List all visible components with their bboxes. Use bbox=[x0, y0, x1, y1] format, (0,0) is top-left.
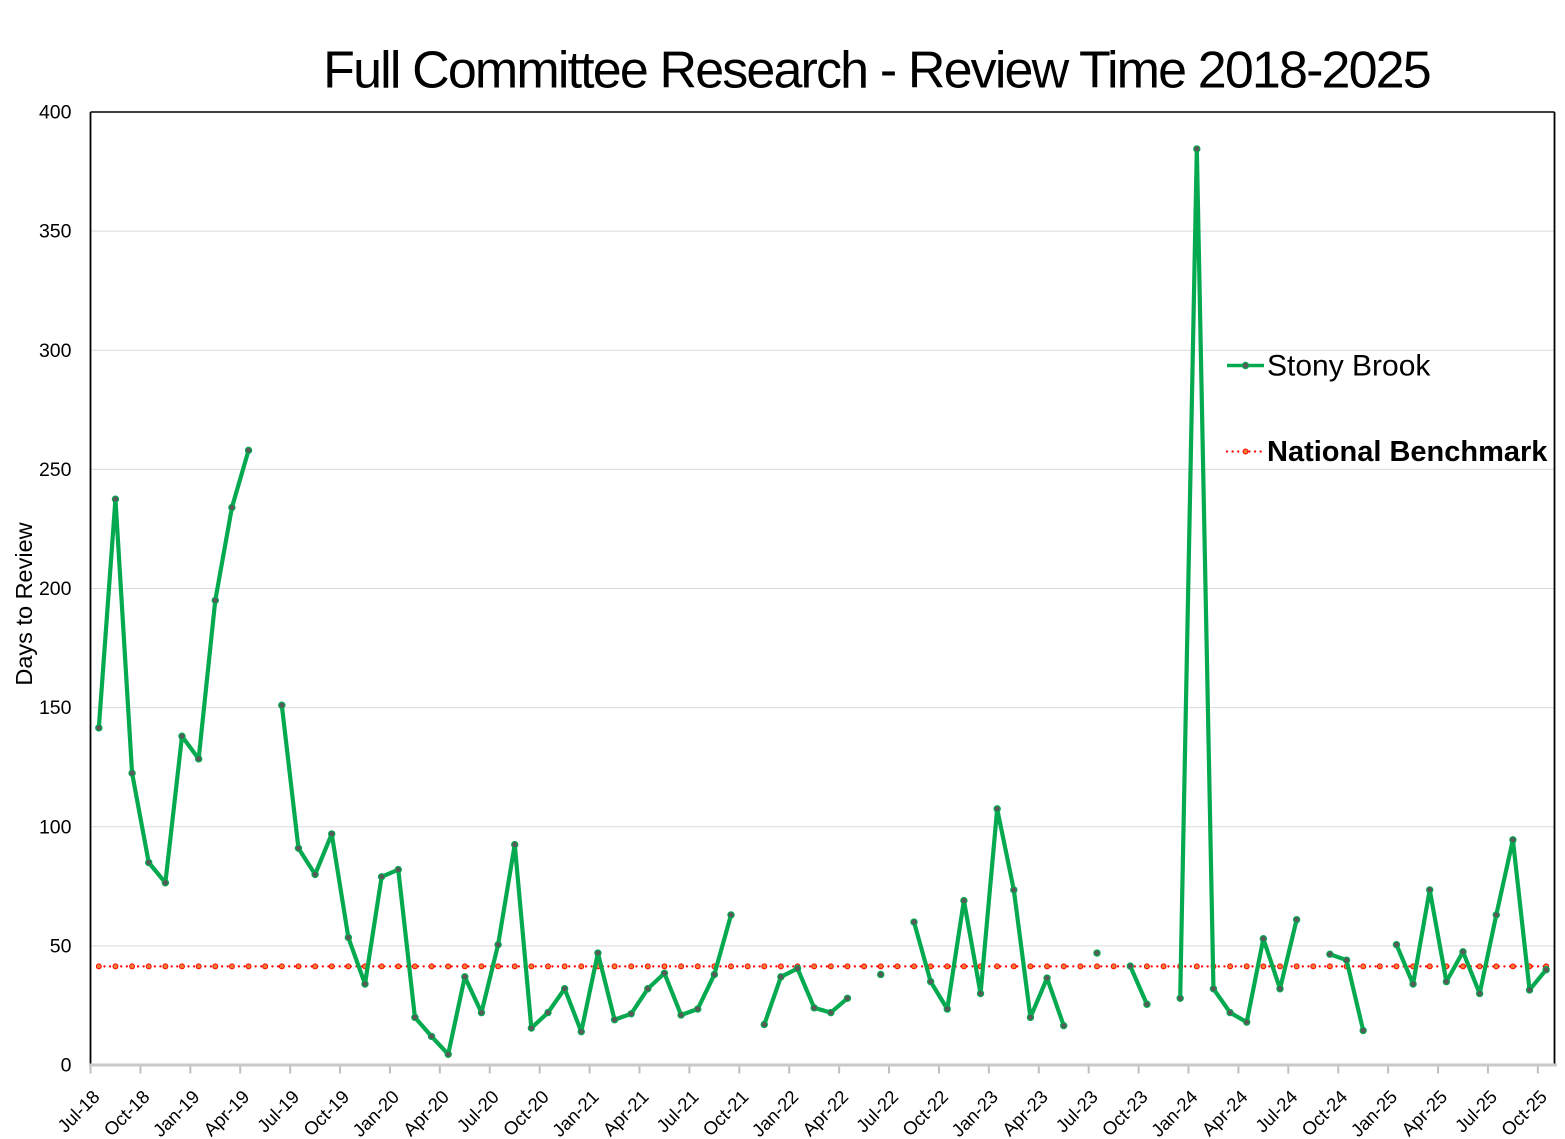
svg-text:300: 300 bbox=[39, 340, 72, 362]
svg-text:Full Committee Research - Revi: Full Committee Research - Review Time 20… bbox=[323, 42, 1430, 100]
svg-text:200: 200 bbox=[39, 578, 72, 600]
svg-text:50: 50 bbox=[50, 935, 72, 957]
svg-text:Stony Brook: Stony Brook bbox=[1267, 350, 1431, 383]
svg-text:400: 400 bbox=[39, 102, 72, 124]
svg-text:100: 100 bbox=[39, 816, 72, 838]
svg-text:Days to Review: Days to Review bbox=[11, 521, 37, 685]
svg-text:350: 350 bbox=[39, 221, 72, 243]
svg-text:150: 150 bbox=[39, 697, 72, 719]
svg-text:0: 0 bbox=[61, 1055, 72, 1077]
svg-text:250: 250 bbox=[39, 459, 72, 481]
svg-text:National Benchmark: National Benchmark bbox=[1267, 436, 1548, 468]
